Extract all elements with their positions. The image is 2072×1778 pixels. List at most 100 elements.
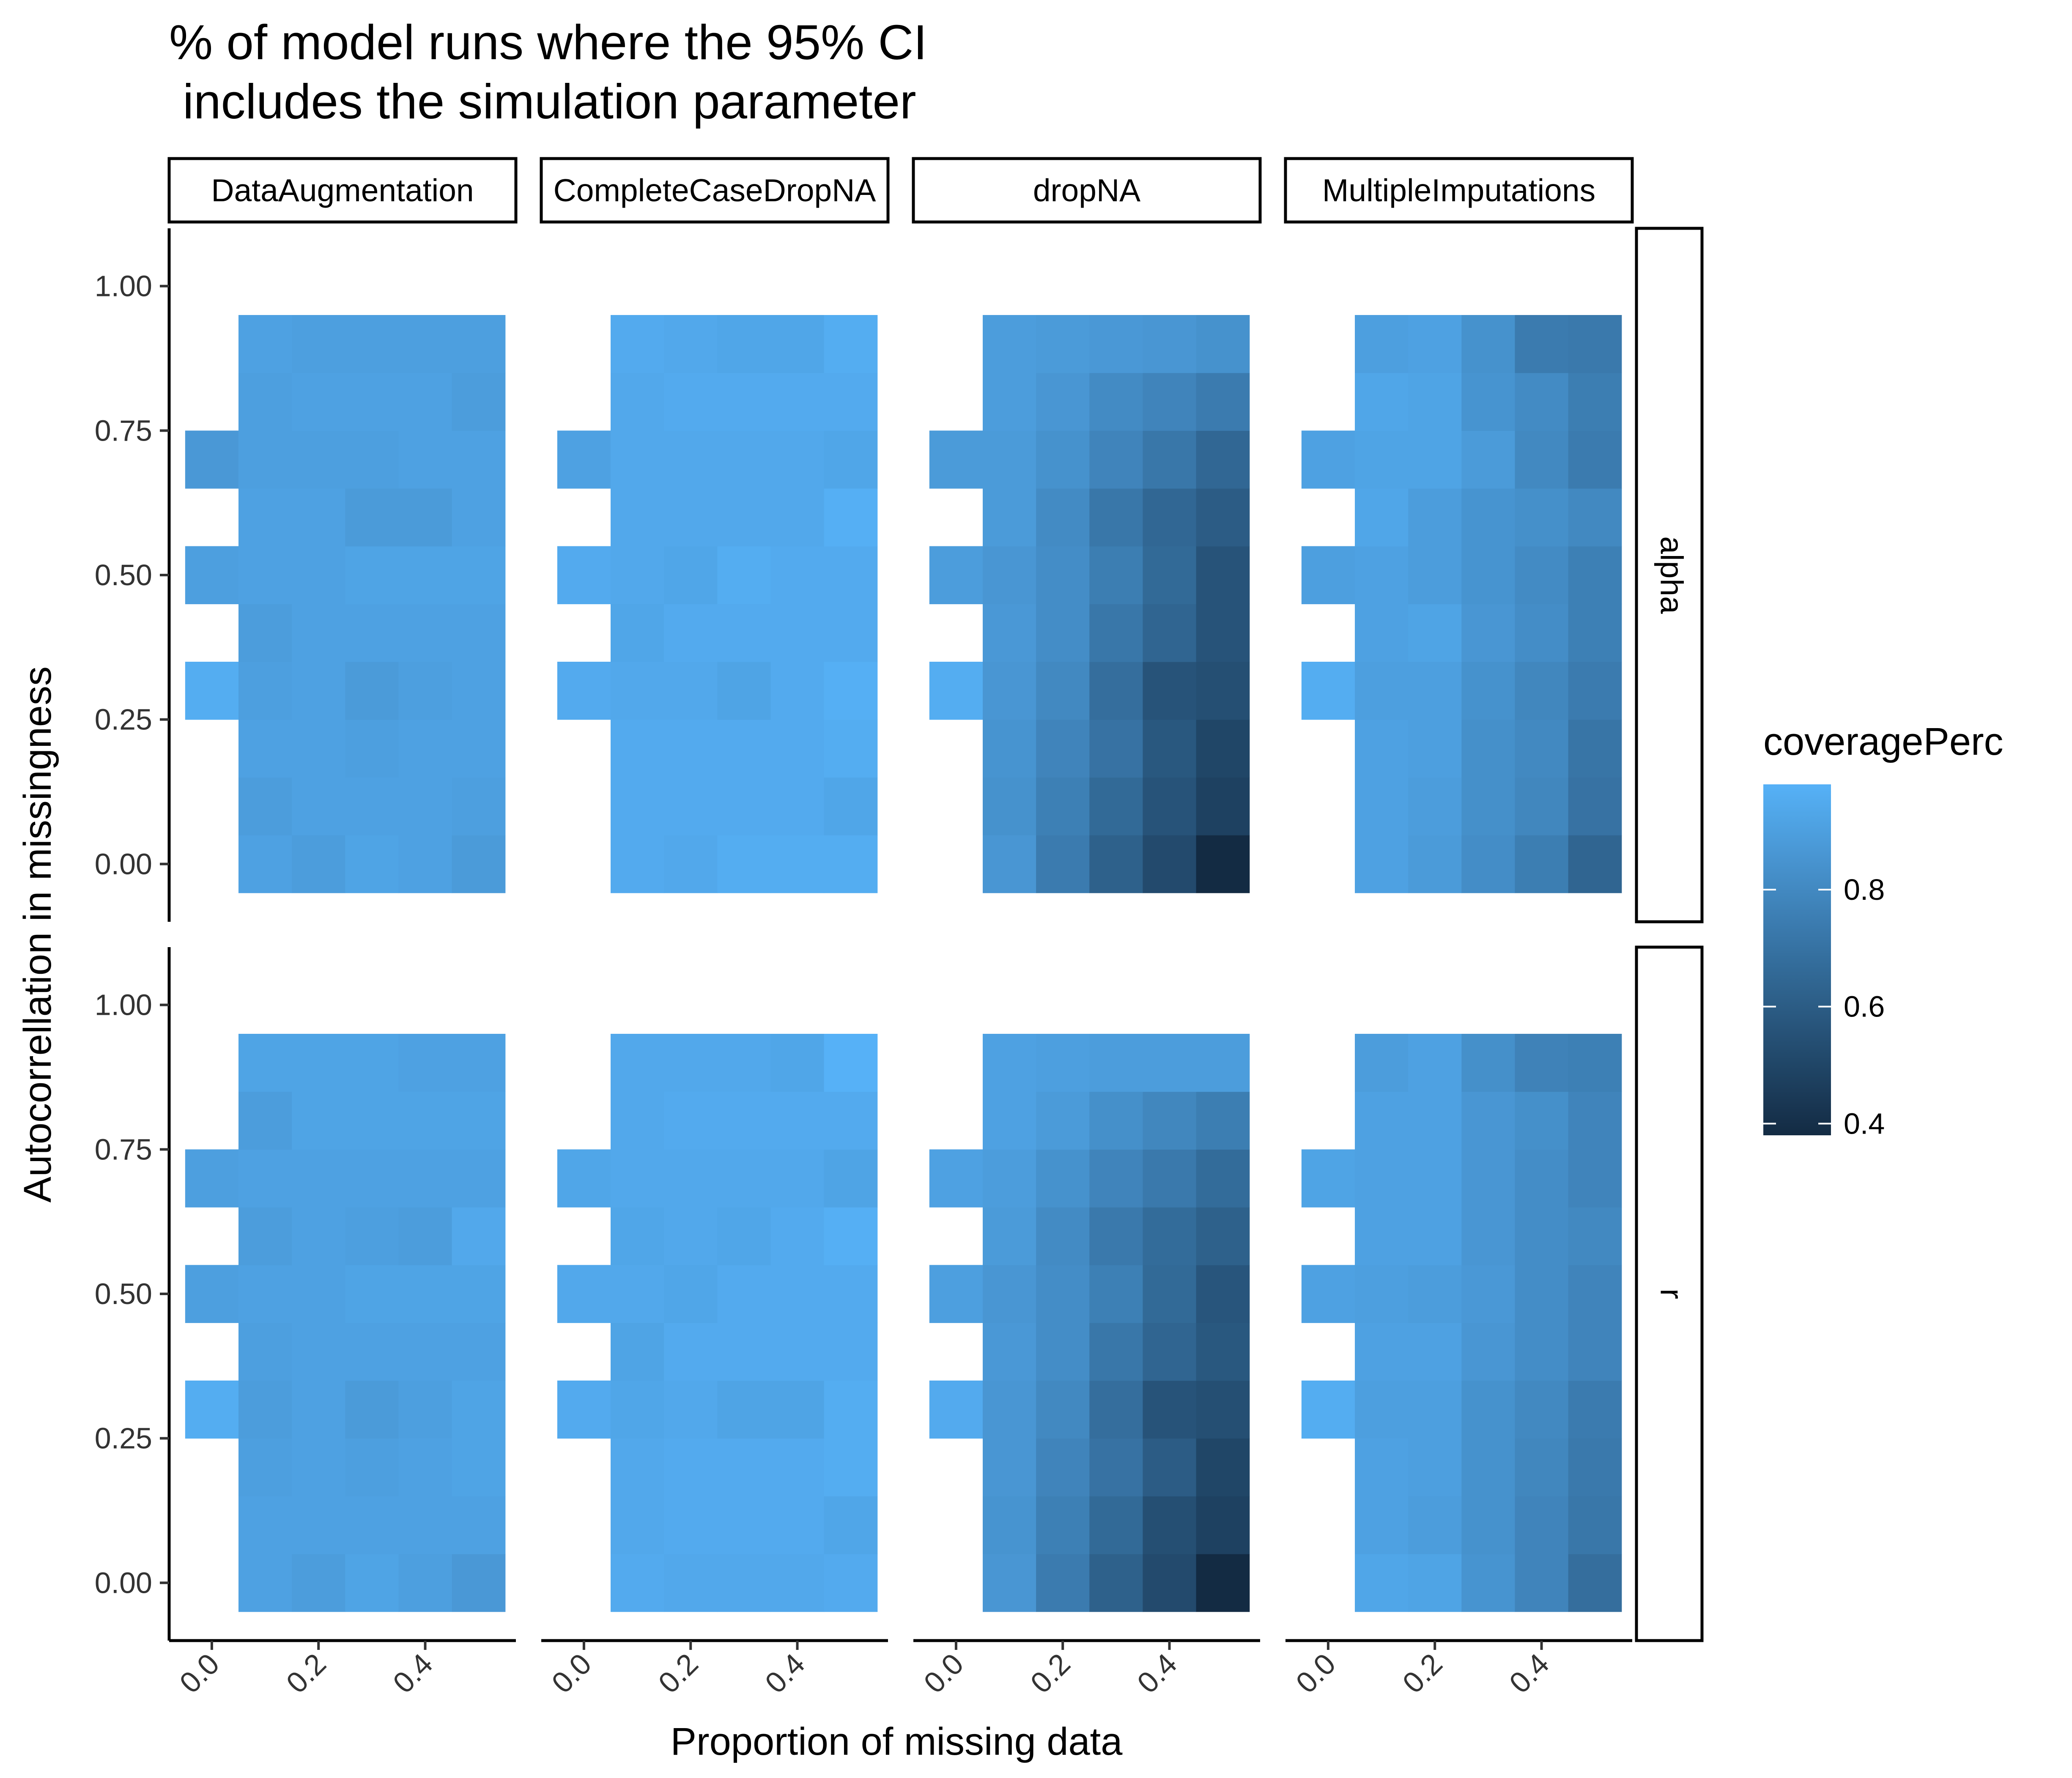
heatmap-cell [1196,1207,1250,1266]
heatmap-cell [1515,1091,1569,1150]
heatmap-cell [292,835,345,893]
heatmap-cell [345,835,399,893]
heatmap-cell [611,1323,664,1381]
heatmap-cell [1196,1091,1250,1150]
y-tick-label: 0.50 [95,1277,152,1310]
heatmap-cell [345,1323,399,1381]
x-tick-label: 0.2 [1024,1647,1077,1699]
heatmap-cell [1196,835,1250,893]
legend-tick-label: 0.8 [1844,873,1885,906]
heatmap-cell [1143,1265,1197,1323]
heatmap-cell [557,1381,611,1439]
x-tick-label: 0.4 [1503,1647,1555,1699]
heatmap-cell [770,719,825,778]
heatmap-cell [238,1265,292,1323]
heatmap-cell [929,1149,983,1208]
heatmap-cell [1568,1265,1622,1323]
heatmap-cell [1461,1323,1516,1381]
heatmap-cell [398,1207,452,1266]
heatmap-cell [770,777,825,836]
facet-strip-label: MultipleImputations [1322,173,1595,208]
heatmap-cell [1143,1323,1197,1381]
heatmap-cell [292,546,345,604]
heatmap-cell [1301,1149,1355,1208]
heatmap-cell [717,1381,771,1439]
heatmap-cell [611,1207,664,1266]
y-tick-label: 1.00 [95,270,152,303]
heatmap-cell [398,1381,452,1439]
heatmap-cell [1036,662,1090,720]
heatmap-cell [1089,1034,1143,1092]
heatmap-cell [770,546,825,604]
heatmap-cell [452,315,506,373]
heatmap-cell [1568,488,1622,547]
heatmap-cell [664,1207,718,1266]
heatmap-cell [557,662,611,720]
heatmap-cell [664,315,718,373]
heatmap-cell [1089,1265,1143,1323]
heatmap-cell [1143,373,1197,431]
heatmap-cell [452,1034,506,1092]
heatmap-cell [1408,1034,1462,1092]
heatmap-cell [824,719,878,778]
heatmap-cell [1515,430,1569,489]
heatmap-cell [345,373,399,431]
heatmap-cell [1461,315,1516,373]
heatmap-cell [1036,315,1090,373]
heatmap-cell [1515,719,1569,778]
heatmap-cell [1089,1554,1143,1612]
y-tick-label: 0.75 [95,414,152,447]
heatmap-cell [717,604,771,662]
heatmap-cell [1196,315,1250,373]
heatmap-cell [1568,777,1622,836]
heatmap-cell [1515,1496,1569,1554]
heatmap-cell [452,662,506,720]
heatmap-cell [611,777,664,836]
heatmap-cell [983,777,1036,836]
heatmap-cell [1143,719,1197,778]
heatmap-cell [238,1149,292,1208]
legend-colorbar [1763,784,1831,1135]
heatmap-cell [983,1381,1036,1439]
heatmap-cell [1568,1149,1622,1208]
heatmap-cell [664,546,718,604]
heatmap-cell [611,604,664,662]
heatmap-cell [1408,1381,1462,1439]
heatmap-cell [238,662,292,720]
heatmap-cell [238,1554,292,1612]
heatmap-cell [611,1496,664,1554]
y-tick-label: 0.50 [95,559,152,592]
heatmap-cell [452,777,506,836]
heatmap-cell [824,1034,878,1092]
heatmap-cell [1355,1149,1409,1208]
heatmap-cell [717,1323,771,1381]
heatmap-cell [929,1265,983,1323]
heatmap-cell [1461,1034,1516,1092]
heatmap-cell [717,1438,771,1496]
heatmap-cell [1089,1207,1143,1266]
heatmap-cell [345,1149,399,1208]
heatmap-cell [1515,546,1569,604]
chart-title: % of model runs where the 95% CI include… [169,15,927,129]
heatmap-cell [238,430,292,489]
heatmap-cell [824,1207,878,1266]
heatmap-cell [292,1091,345,1150]
x-tick-label: 0.2 [280,1647,332,1699]
heatmap-cell [1515,1323,1569,1381]
heatmap-cell [1089,1381,1143,1439]
heatmap-cell [1461,1438,1516,1496]
heatmap-cell [1355,1265,1409,1323]
heatmap-cell [452,488,506,547]
heatmap-cell [345,1554,399,1612]
heatmap-cell [824,315,878,373]
y-tick-label: 0.75 [95,1133,152,1166]
heatmap-cell [664,1554,718,1612]
heatmap-cell [1196,604,1250,662]
heatmap-cell [1355,1496,1409,1554]
x-tick-label: 0.2 [1396,1647,1449,1699]
heatmap-cell [1408,662,1462,720]
heatmap-cell [1461,1149,1516,1208]
heatmap-cell [1568,1554,1622,1612]
